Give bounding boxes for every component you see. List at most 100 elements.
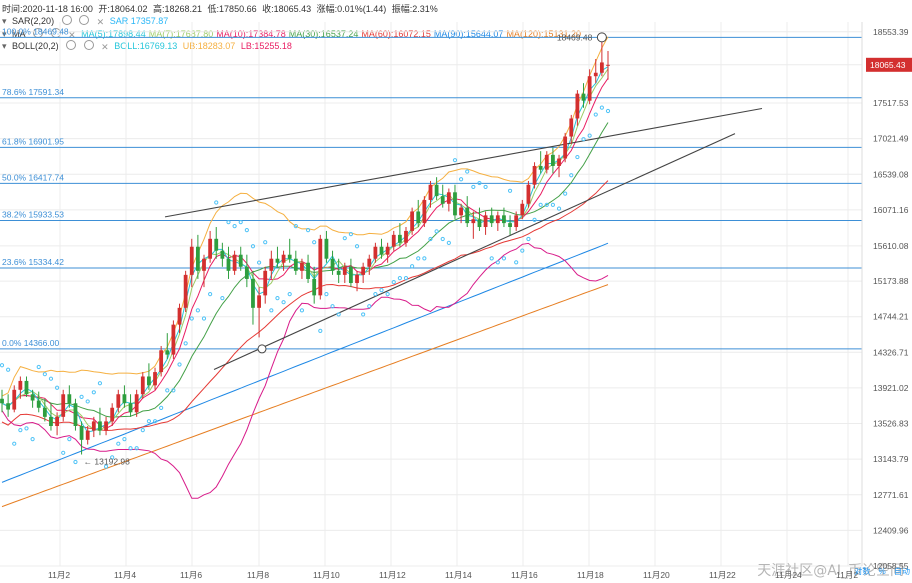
sar-dot-54: [330, 304, 335, 309]
sar-dot-16: [97, 381, 103, 386]
candle-body-42: [257, 295, 261, 308]
candle-body-31: [189, 246, 194, 275]
sar-dot-99: [605, 108, 611, 114]
candle-body-55: [336, 270, 341, 275]
sar-dot-6: [36, 364, 41, 370]
sar-dot-79: [483, 184, 488, 190]
candle-body-7: [42, 407, 47, 417]
close-icon[interactable]: ✕: [96, 17, 105, 27]
price-tick-9: 14326.71: [873, 347, 909, 357]
close-icon[interactable]: ✕: [101, 42, 109, 52]
candle-body-70: [428, 184, 433, 200]
ma90-line: [1, 242, 609, 483]
candle-body-62: [379, 246, 384, 255]
sar-dot-71: [434, 229, 439, 234]
close-icon[interactable]: ✕: [68, 30, 76, 40]
candle-body-22: [134, 394, 139, 413]
sar-dot-87: [532, 217, 537, 223]
sar-dot-36: [220, 296, 225, 301]
eye-icon[interactable]: [61, 15, 72, 25]
sar-dot-1: [6, 367, 11, 372]
ma-value-6: MA(120):15131.20: [506, 29, 581, 39]
candle-body-18: [110, 407, 115, 422]
candle-body-53: [324, 238, 329, 259]
sar-dot-35: [214, 200, 219, 205]
sar-dot-81: [495, 260, 500, 265]
price-tick-5: 16071.16: [873, 205, 909, 215]
sar-dot-23: [140, 428, 145, 433]
candle-body-24: [147, 376, 151, 386]
settings-icon[interactable]: [83, 40, 94, 50]
sar-dot-8: [48, 376, 54, 381]
sar-dot-60: [367, 304, 372, 309]
candle-body-49: [300, 262, 304, 271]
amplitude-label: 振幅:2.31%: [391, 4, 438, 14]
sar-dot-50: [305, 228, 311, 233]
price-tick-14: 12409.96: [873, 525, 909, 535]
collapse-arrow-icon[interactable]: ▾: [2, 41, 7, 51]
low-annotation: ← 13192.98: [84, 457, 131, 467]
sar-dot-28: [171, 388, 176, 393]
fib-label-5: 23.6% 15334.42: [2, 257, 64, 267]
candle-body-1: [6, 403, 11, 410]
candle-body-14: [85, 430, 90, 440]
sar-dot-13: [79, 394, 84, 399]
sar-dot-9: [54, 385, 60, 390]
boll-mid-value: BOLL:16769.13: [114, 41, 178, 51]
sar-dot-38: [232, 224, 237, 229]
percent-scale-toggle[interactable]: %: [878, 567, 886, 576]
price-tick-10: 13921.02: [873, 383, 909, 393]
collapse-arrow-icon[interactable]: ▾: [2, 29, 7, 39]
candle-body-47: [287, 254, 292, 259]
sar-dot-75: [458, 177, 464, 182]
ma-name: MA: [12, 29, 26, 39]
candle-body-60: [367, 258, 372, 267]
candle-body-11: [67, 394, 72, 404]
sar-dot-7: [42, 372, 47, 377]
date-tick-7: 11月16: [511, 570, 538, 580]
candle-body-72: [440, 196, 445, 204]
candle-body-45: [275, 258, 280, 263]
settings-icon[interactable]: [79, 15, 90, 25]
candle-body-91: [557, 158, 561, 166]
sar-dot-11: [67, 437, 72, 442]
boll-ub-value: UB:18283.07: [182, 41, 236, 51]
ma60-line: [1, 180, 609, 432]
last-price-text: 18065.43: [870, 60, 906, 70]
candle-body-36: [220, 250, 225, 259]
date-tick-11: 11月24: [775, 570, 802, 580]
sar-dot-61: [373, 292, 378, 297]
date-tick-9: 11月20: [643, 570, 670, 580]
sar-dot-78: [477, 180, 482, 186]
sar-dot-18: [110, 455, 115, 460]
sar-dot-40: [244, 228, 249, 233]
sar-dot-53: [324, 292, 329, 297]
sar-dot-86: [526, 236, 531, 242]
candle-body-38: [232, 254, 237, 271]
ohlc-header: 时间:2020-11-18 16:00 开:18064.02 高:18268.2…: [2, 2, 441, 15]
ma10-line: [1, 78, 609, 429]
candle-body-66: [404, 230, 408, 243]
eye-icon[interactable]: [66, 40, 77, 50]
ma-value-1: MA(7):17687.80: [148, 29, 214, 39]
sar-dot-5: [30, 437, 35, 442]
candle-body-46: [281, 254, 286, 263]
price-tick-4: 16539.08: [873, 169, 909, 179]
candle-body-17: [104, 421, 108, 431]
candle-body-69: [422, 199, 427, 224]
boll-indicator-row: ▾ BOLL(20,2) ✕ BOLL:16769.13 UB:18283.07…: [2, 40, 295, 53]
log-scale-toggle[interactable]: 对数: [854, 567, 871, 576]
candle-body-74: [453, 192, 457, 216]
sar-dot-88: [538, 202, 543, 207]
ma-value-2: MA(10):17384.78: [216, 29, 286, 39]
auto-scale-toggle[interactable]: 自动: [894, 567, 910, 576]
candle-body-57: [349, 266, 353, 284]
sar-dot-73: [446, 240, 451, 245]
collapse-arrow-icon[interactable]: ▾: [2, 16, 7, 26]
candle-body-61: [373, 246, 378, 259]
boll-lb-value: LB:15255.18: [240, 41, 292, 51]
candle-body-80: [489, 215, 494, 224]
sar-dot-24: [146, 419, 152, 424]
candle-body-96: [587, 76, 592, 101]
